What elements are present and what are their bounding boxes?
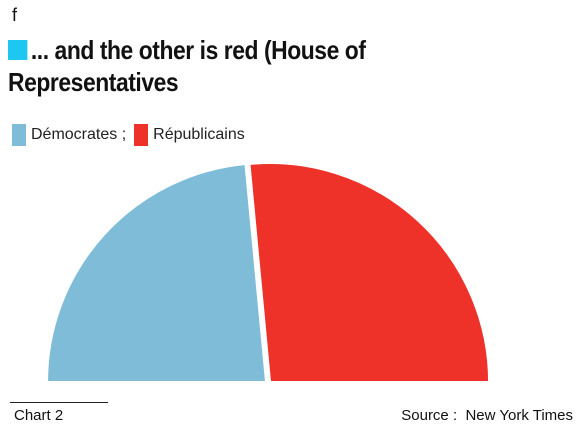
pie-slice-d-mocrates [46, 162, 268, 383]
legend-label-democrats: Démocrates ; [31, 126, 127, 143]
chart-number: Chart 2 [14, 407, 64, 424]
top-letter: f [12, 5, 18, 25]
source-note: Source : New York Times [401, 407, 573, 424]
legend-swatch-republicans [134, 124, 149, 146]
pie-slice-r-publicains [248, 162, 491, 383]
chart-title-text: ... and the other is red (House of Repre… [8, 35, 366, 97]
footer-rule [10, 402, 108, 403]
legend-label-republicans: Républicains [153, 126, 245, 143]
legend: Démocrates ; Républicains [12, 124, 245, 146]
legend-swatch-democrats [12, 124, 26, 146]
title-marker [8, 40, 28, 60]
chart-title: ... and the other is red (House of Repre… [8, 34, 483, 98]
